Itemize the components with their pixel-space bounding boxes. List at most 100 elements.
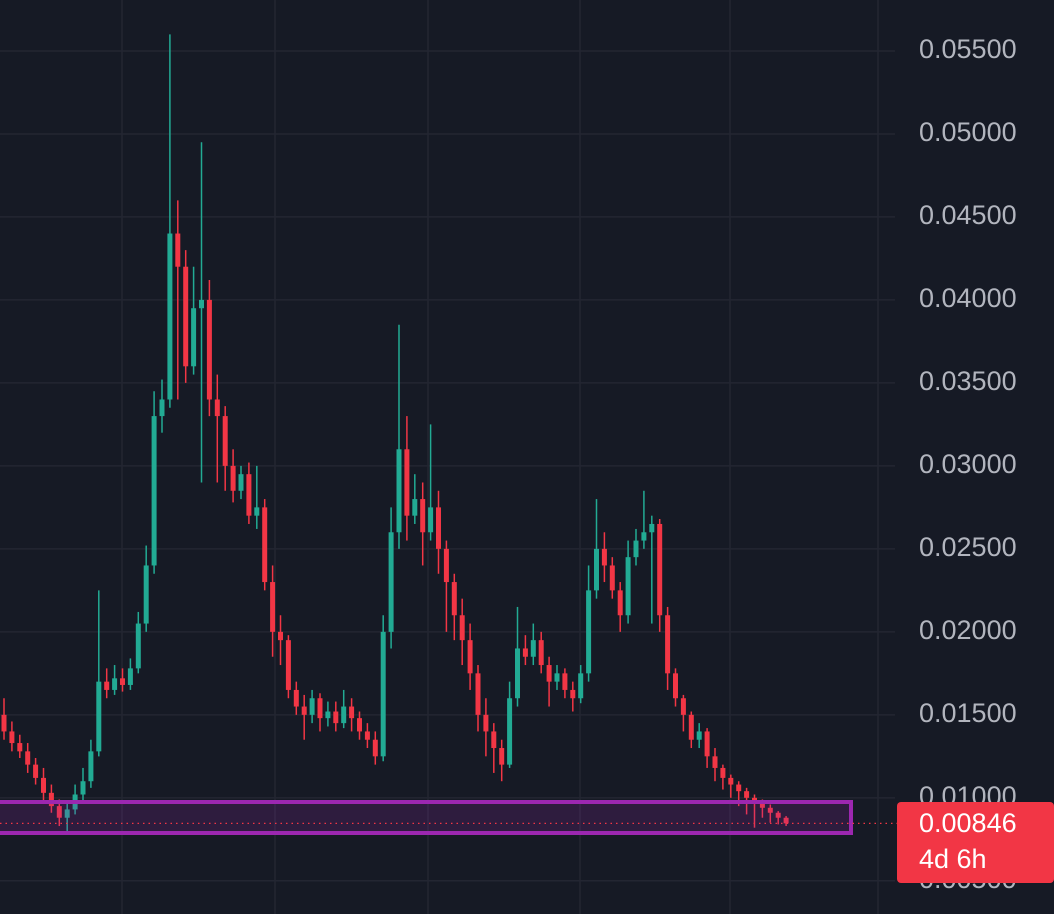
candle-body	[183, 266, 189, 367]
highlight-zone	[0, 800, 853, 835]
y-tick-label: 0.02500	[919, 532, 1017, 562]
y-tick-label: 0.04500	[919, 200, 1017, 230]
candle-body	[349, 706, 355, 719]
price-grid	[0, 50, 895, 882]
candle-body	[127, 668, 133, 685]
candle-body	[33, 764, 39, 778]
candle-body	[246, 474, 252, 516]
candle-body	[333, 711, 339, 724]
candle-body	[206, 299, 212, 400]
candle-body	[80, 781, 86, 795]
candle-body	[254, 507, 260, 516]
candle-body	[688, 714, 694, 740]
candle-body	[222, 416, 228, 466]
y-tick-label: 0.05000	[919, 117, 1017, 147]
candle-body	[270, 582, 276, 632]
candle-body	[17, 743, 23, 752]
candle-body	[744, 791, 750, 798]
last-price-tag: 0.00846 4d 6h	[897, 802, 1054, 883]
y-tick-label: 0.05500	[919, 34, 1017, 64]
candle-body	[41, 777, 46, 793]
y-tick-label: 0.01500	[919, 698, 1017, 728]
countdown: 4d 6h	[919, 844, 987, 874]
candle-body	[238, 474, 244, 491]
y-tick-label: 0.03500	[919, 366, 1017, 396]
last-price-label: 0.00846	[919, 808, 1017, 838]
candle-body	[617, 590, 623, 616]
candle-body	[665, 615, 671, 674]
candle-body	[609, 565, 615, 591]
candle-body	[491, 731, 497, 749]
candle-body	[262, 507, 268, 583]
candle-body	[673, 673, 678, 699]
candle-body	[728, 777, 734, 785]
candle-body	[159, 399, 165, 417]
candle-body	[143, 565, 149, 624]
candle-body	[120, 678, 125, 685]
candle-body	[578, 673, 584, 699]
candle-body	[278, 631, 283, 641]
candle-body	[736, 784, 742, 792]
candle-body	[64, 809, 70, 818]
candle-body	[443, 548, 449, 583]
candle-body	[530, 640, 536, 657]
candle-body	[522, 648, 528, 657]
candle-body	[372, 739, 378, 757]
candle-body	[104, 681, 110, 690]
candle-body	[325, 711, 331, 719]
candle-body	[420, 499, 426, 533]
candle-body	[96, 681, 102, 752]
candle-body	[191, 308, 197, 367]
candle-body	[554, 673, 560, 682]
candle-body	[570, 689, 576, 699]
candle-body	[404, 449, 410, 516]
candle-body	[507, 698, 513, 765]
candle-body	[301, 706, 307, 715]
candle-body	[436, 507, 441, 549]
candle-body	[380, 631, 386, 757]
candle-body	[720, 767, 726, 778]
candle-body	[412, 499, 418, 516]
candle-body	[199, 299, 204, 309]
candle-body	[135, 623, 141, 669]
candle-body	[767, 807, 773, 813]
candle-body	[396, 449, 402, 533]
candle-body	[546, 665, 552, 682]
candle-body	[48, 792, 54, 807]
candle-body	[214, 399, 220, 417]
candle-body	[499, 748, 505, 765]
candle-body	[459, 615, 465, 641]
candle-body	[515, 648, 520, 699]
candle-body	[25, 751, 31, 765]
candle-body	[293, 689, 299, 707]
candle-body	[594, 548, 599, 591]
candle-body	[759, 802, 765, 808]
candle-body	[601, 548, 607, 566]
candle-body	[9, 731, 15, 744]
candle-body	[151, 416, 157, 566]
candle-body	[783, 817, 789, 824]
candle-body	[112, 678, 118, 690]
last-price-box	[897, 802, 1054, 883]
candle-body	[56, 806, 62, 818]
candle-body	[586, 590, 592, 674]
candles	[1, 34, 789, 832]
candle-body	[649, 523, 655, 533]
candle-body	[317, 698, 323, 719]
candle-body	[625, 557, 631, 616]
candle-body	[680, 698, 686, 715]
candle-body	[388, 532, 394, 632]
candle-body	[309, 698, 315, 715]
y-tick-label: 0.04000	[919, 283, 1017, 313]
candle-body	[285, 640, 291, 690]
candle-body	[428, 507, 434, 533]
candle-body	[633, 540, 639, 558]
candle-body	[712, 756, 718, 768]
candle-body	[167, 233, 173, 400]
candle-body	[483, 714, 489, 732]
candle-body	[1, 714, 7, 732]
candle-body	[341, 706, 347, 724]
candle-body	[364, 731, 370, 740]
